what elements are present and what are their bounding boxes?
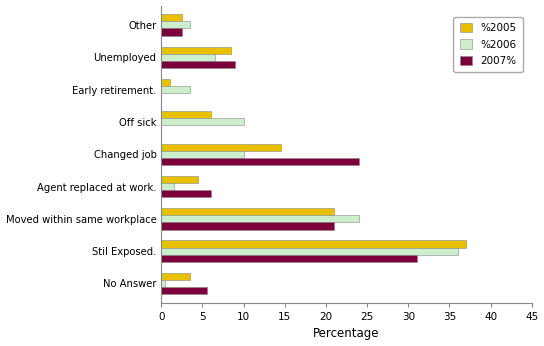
Bar xyxy=(161,158,359,165)
Bar xyxy=(161,208,334,215)
Bar xyxy=(161,86,190,93)
Legend: %2005, %2006, 2007%: %2005, %2006, 2007% xyxy=(454,17,523,72)
Bar xyxy=(161,273,190,280)
Bar xyxy=(161,222,334,229)
Bar xyxy=(161,280,165,287)
X-axis label: Percentage: Percentage xyxy=(313,327,380,340)
Bar xyxy=(161,61,236,68)
Bar xyxy=(161,190,211,197)
Bar xyxy=(161,79,170,86)
Bar xyxy=(161,248,458,255)
Bar xyxy=(161,21,190,28)
Bar xyxy=(161,176,199,183)
Bar xyxy=(161,287,207,294)
Bar xyxy=(161,14,182,21)
Bar xyxy=(161,151,244,158)
Bar xyxy=(161,183,174,190)
Bar xyxy=(161,215,359,222)
Bar xyxy=(161,111,211,118)
Bar xyxy=(161,118,244,126)
Bar xyxy=(161,240,466,248)
Bar xyxy=(161,144,281,151)
Bar xyxy=(161,28,182,36)
Bar xyxy=(161,54,215,61)
Bar xyxy=(161,255,417,262)
Bar xyxy=(161,47,231,54)
